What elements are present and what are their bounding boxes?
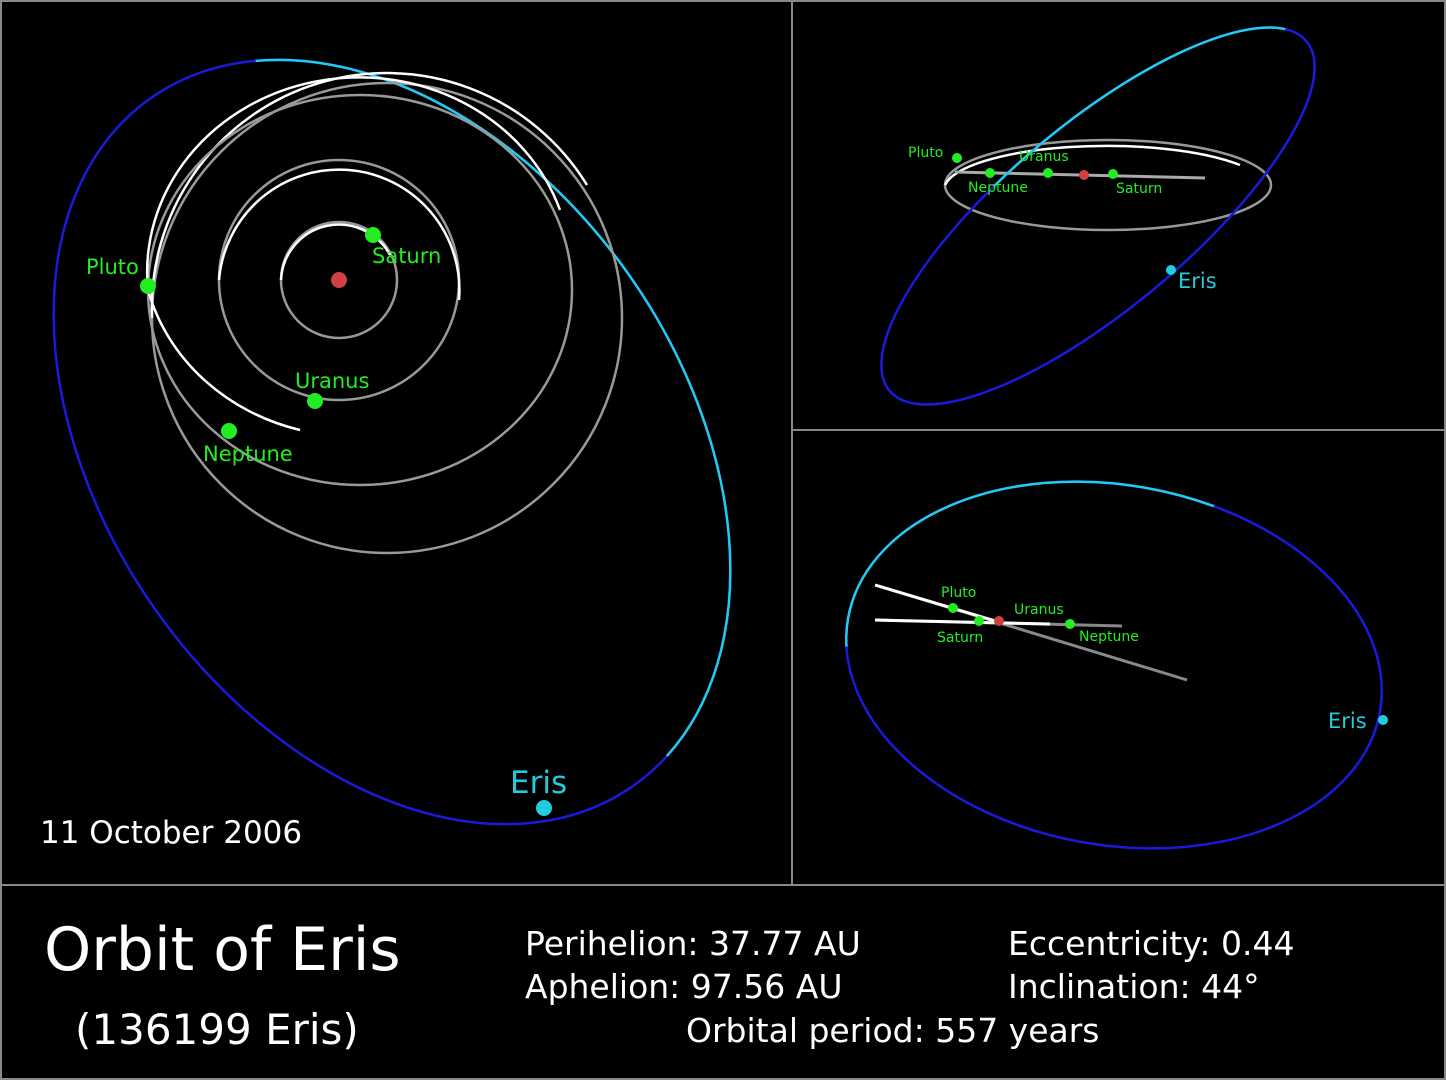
label: Eris bbox=[1328, 709, 1367, 733]
eris-point bbox=[1166, 265, 1176, 275]
title: Orbit of Eris bbox=[44, 915, 401, 985]
stat: Aphelion: 97.56 AU bbox=[525, 967, 842, 1006]
sun bbox=[1079, 170, 1089, 180]
label: Pluto bbox=[86, 255, 139, 279]
main-planets bbox=[140, 227, 381, 439]
label: Saturn bbox=[937, 630, 983, 646]
label: Eris bbox=[510, 765, 567, 801]
eris-point bbox=[1378, 715, 1388, 725]
stat: Eccentricity: 0.44 bbox=[1008, 924, 1295, 963]
subtitle: (136199 Eris) bbox=[75, 1005, 359, 1054]
stat: Inclination: 44° bbox=[1008, 967, 1260, 1006]
label: Uranus bbox=[1019, 149, 1069, 165]
label: Neptune bbox=[203, 442, 293, 466]
label: Pluto bbox=[908, 145, 943, 161]
label: Neptune bbox=[968, 180, 1028, 196]
label: Uranus bbox=[1014, 602, 1064, 618]
label: Saturn bbox=[1116, 181, 1162, 197]
date: 11 October 2006 bbox=[40, 815, 302, 851]
label: Pluto bbox=[941, 585, 976, 601]
stat: Perihelion: 37.77 AU bbox=[525, 924, 861, 963]
label: Neptune bbox=[1079, 629, 1139, 645]
eris-point bbox=[536, 800, 552, 816]
label: Saturn bbox=[372, 244, 441, 268]
label: Uranus bbox=[295, 369, 369, 393]
side-planets bbox=[948, 603, 1075, 629]
label: Eris bbox=[1178, 269, 1217, 293]
sun bbox=[994, 616, 1004, 626]
top-planets bbox=[952, 153, 1118, 179]
sun bbox=[331, 272, 347, 288]
stat: Orbital period: 557 years bbox=[686, 1011, 1100, 1050]
side-orbits bbox=[845, 480, 1383, 850]
